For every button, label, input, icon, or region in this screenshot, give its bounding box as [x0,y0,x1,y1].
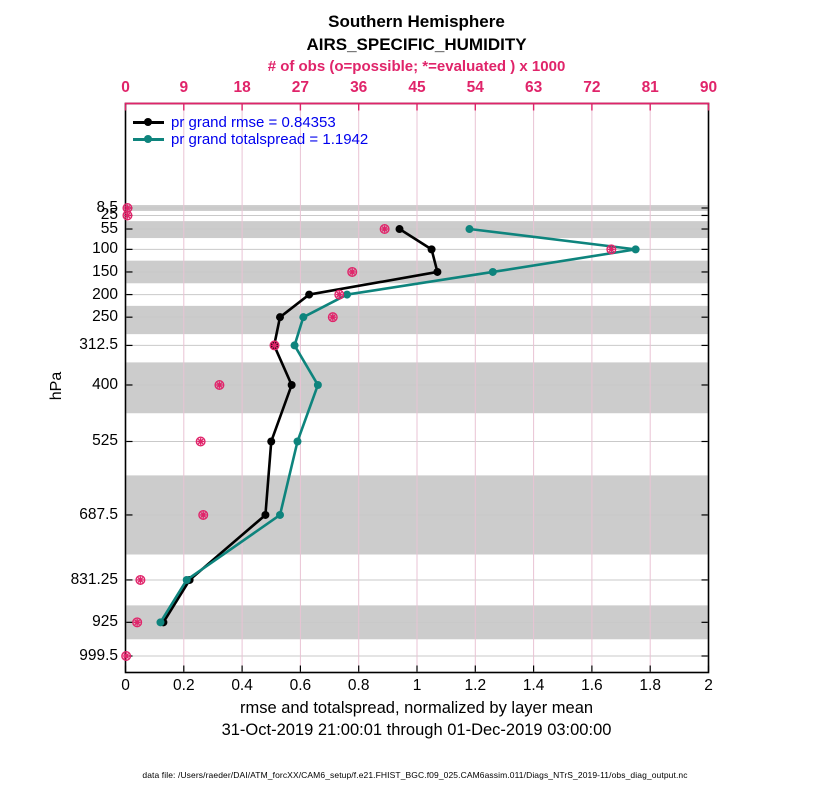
legend-label-totalspread: pr grand totalspread = 1.1942 [171,131,369,148]
top-tick-label: 81 [641,79,659,96]
rmse-point [275,313,284,322]
obs-possible-circle-marker [135,574,146,585]
obs-possible-circle-marker [379,224,390,235]
data-file-path: data file: /Users/raeder/DAI/ATM_forcXX/… [142,770,688,780]
legend-item-totalspread: pr grand totalspread = 1.1942 [133,131,368,148]
y-tick-label: 925 [92,613,118,631]
y-tick-label: 55 [100,220,118,238]
rmse-point [305,290,314,299]
obs-evaluated-asterisk-marker [137,577,144,583]
x-tick-label: 1 [412,677,422,694]
obs-evaluated-asterisk-marker [134,619,141,626]
totalspread-line [159,227,637,624]
x-tick-label: 0.8 [347,677,370,694]
obs-evaluated-asterisk-marker [197,438,204,445]
obs-evaluated-asterisk-marker [349,269,356,275]
y-tick-label: 831.25 [70,570,118,588]
y-tick-label: 200 [92,285,118,303]
obs-possible-circle-marker [122,210,133,221]
y-tick-label: 100 [92,240,118,258]
obs-evaluated-asterisk-marker [124,212,131,219]
top-tick-label: 18 [233,79,251,96]
totalspread-line-swatch [133,135,164,144]
y-tick-label: 687.5 [79,505,118,523]
top-axis-obs-label: # of obs (o=possible; *=evaluated ) x 10… [267,58,566,75]
totalspread-point [343,290,352,299]
plot-title-variable: AIRS_SPECIFIC_HUMIDITY [306,35,527,54]
obs-evaluated-asterisk-marker [381,226,388,232]
totalspread-point [313,380,322,389]
obs-evaluated-asterisk-marker [329,314,336,321]
top-tick-label: 27 [291,79,310,96]
legend: pr grand rmse = 0.84353 pr grand totalsp… [133,114,368,148]
obs-possible-circle-marker [132,617,143,628]
rmse-point [261,510,270,519]
obs-evaluated-asterisk-marker [216,382,223,388]
rmse-point [433,267,442,276]
obs-possible-circle-marker [269,340,280,351]
totalspread-point [293,437,302,446]
y-tick-label: 999.5 [79,647,118,664]
y-tick-label: 25 [100,206,118,224]
rmse-point [427,245,436,254]
top-tick-label: 36 [350,79,368,96]
rmse-point [267,437,276,446]
legend-label-rmse: pr grand rmse = 0.84353 [171,114,336,131]
y-tick-label: 525 [92,432,118,450]
totalspread-point [275,510,284,519]
obs-evaluated-asterisk-marker [124,205,131,211]
x-tick-label: 0 [121,677,130,694]
y-tick-label: 150 [92,262,118,280]
legend-item-rmse: pr grand rmse = 0.84353 [133,114,368,131]
obs-possible-circle-marker [214,379,225,390]
rmse-point [395,225,404,234]
rmse-line-swatch [133,118,164,127]
top-tick-label: 0 [121,79,130,96]
x-tick-label: 1.6 [581,677,603,694]
obs-evaluated-asterisk-marker [271,342,278,349]
y-tick-label: 8.5 [96,199,118,216]
top-tick-label: 45 [408,79,426,96]
x-tick-label: 1.4 [522,677,545,694]
obs-possible-circle-marker [347,266,358,277]
totalspread-point [488,267,497,276]
top-tick-label: 90 [699,79,718,96]
obs-evaluated-asterisk-marker [608,246,615,253]
top-tick-label: 63 [524,79,543,96]
obs-possible-circle-marker [198,509,209,520]
x-tick-label: 0.4 [231,677,253,694]
totalspread-point [631,245,640,254]
obs-possible-circle-marker [121,651,132,662]
x-tick-label: 1.2 [464,677,487,694]
obs-possible-circle-marker [606,244,617,255]
x-axis-date-range: 31-Oct-2019 21:00:01 through 01-Dec-2019… [221,721,612,739]
y-tick-label: 312.5 [79,336,118,354]
plot-title-region: Southern Hemisphere [328,12,505,31]
totalspread-point [465,225,474,234]
y-tick-label: 250 [92,308,118,326]
rmse-point [287,380,296,389]
obs-evaluated-asterisk-marker [200,512,207,518]
obs-evaluated-asterisk-marker [336,291,343,298]
obs-possible-circle-marker [327,312,338,323]
obs-evaluated-asterisk-marker [123,653,130,659]
top-tick-label: 54 [466,79,484,96]
x-tick-label: 1.8 [639,677,661,694]
x-tick-label: 0.6 [289,677,312,694]
top-tick-label: 72 [583,79,601,96]
top-tick-label: 9 [179,79,189,96]
obs-possible-circle-marker [334,289,345,300]
totalspread-point [299,313,308,322]
y-tick-label: 400 [92,375,118,393]
obs-possible-circle-marker [195,436,206,447]
totalspread-point [182,575,191,584]
x-axis-label: rmse and totalspread, normalized by laye… [239,699,594,717]
totalspread-point [156,618,165,627]
x-tick-label: 0.2 [173,677,195,694]
totalspread-point [290,341,299,350]
x-tick-label: 2 [704,677,713,694]
